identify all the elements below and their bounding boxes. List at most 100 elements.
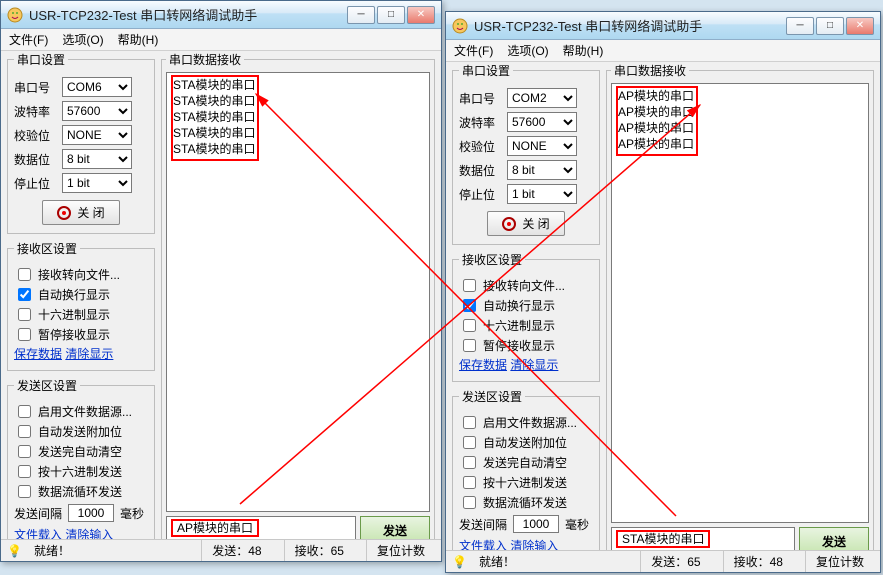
sent-label: 发送： bbox=[651, 553, 687, 570]
send-text: AP模块的串口 bbox=[171, 519, 259, 537]
close-port-button[interactable]: 关 闭 bbox=[42, 200, 119, 225]
maximize-button[interactable]: □ bbox=[816, 17, 844, 35]
menu-help[interactable]: 帮助(H) bbox=[563, 42, 604, 59]
titlebar[interactable]: USR-TCP232-Test 串口转网络调试助手 ─ □ ✕ bbox=[1, 1, 441, 29]
close-button[interactable]: ✕ bbox=[846, 17, 874, 35]
recv-options-group: 接收区设置 接收转向文件... 自动换行显示 十六进制显示 暂停接收显示 保存数… bbox=[452, 251, 600, 382]
window-left: USR-TCP232-Test 串口转网络调试助手 ─ □ ✕ 文件(F) 选项… bbox=[0, 0, 442, 562]
reset-count-link[interactable]: 复位计数 bbox=[377, 542, 425, 559]
enable-file-check[interactable]: 启用文件数据源... bbox=[14, 402, 148, 420]
menu-file[interactable]: 文件(F) bbox=[454, 42, 493, 59]
clear-display-link[interactable]: 清除显示 bbox=[65, 347, 113, 361]
close-port-button[interactable]: 关 闭 bbox=[487, 211, 564, 236]
databits-label: 数据位 bbox=[14, 151, 56, 168]
parity-label: 校验位 bbox=[14, 127, 56, 144]
menu-help[interactable]: 帮助(H) bbox=[118, 31, 159, 48]
menu-options[interactable]: 选项(O) bbox=[62, 31, 103, 48]
hex-send-check[interactable]: 按十六进制发送 bbox=[14, 462, 148, 480]
interval-input[interactable] bbox=[68, 504, 114, 522]
interval-input[interactable] bbox=[513, 515, 559, 533]
hex-display-check[interactable]: 十六进制显示 bbox=[14, 305, 148, 323]
recv-data-legend: 串口数据接收 bbox=[611, 62, 689, 79]
auto-wrap-check[interactable]: 自动换行显示 bbox=[459, 296, 593, 314]
menu-file[interactable]: 文件(F) bbox=[9, 31, 48, 48]
recv-line: AP模块的串口 bbox=[618, 120, 694, 136]
baud-label: 波特率 bbox=[14, 103, 56, 120]
databits-select[interactable]: 8 bit bbox=[62, 149, 132, 169]
clear-display-link[interactable]: 清除显示 bbox=[510, 358, 558, 372]
minimize-button[interactable]: ─ bbox=[786, 17, 814, 35]
serial-settings-group: 串口设置 串口号COM6 波特率57600 校验位NONE 数据位8 bit 停… bbox=[7, 51, 155, 234]
port-label: 串口号 bbox=[459, 90, 501, 107]
recv-count: 48 bbox=[770, 555, 783, 569]
send-options-legend: 发送区设置 bbox=[459, 388, 525, 405]
ms-label: 毫秒 bbox=[565, 516, 589, 533]
recv-data-group: 串口数据接收 STA模块的串口 STA模块的串口 STA模块的串口 STA模块的… bbox=[161, 51, 435, 549]
recv-line: AP模块的串口 bbox=[618, 88, 694, 104]
recv-label: 接收： bbox=[734, 553, 770, 570]
stopbits-label: 停止位 bbox=[459, 186, 501, 203]
recv-textarea[interactable]: STA模块的串口 STA模块的串口 STA模块的串口 STA模块的串口 STA模… bbox=[166, 72, 430, 512]
auto-append-check[interactable]: 自动发送附加位 bbox=[14, 422, 148, 440]
ready-icon: 💡 bbox=[452, 555, 467, 569]
baud-label: 波特率 bbox=[459, 114, 501, 131]
serial-settings-group: 串口设置 串口号COM2 波特率57600 校验位NONE 数据位8 bit 停… bbox=[452, 62, 600, 245]
statusbar: 💡 就绪！ 发送：65 接收：48 复位计数 bbox=[446, 550, 880, 572]
port-select[interactable]: COM6 bbox=[62, 77, 132, 97]
interval-label: 发送间隔 bbox=[459, 516, 507, 533]
pause-display-check[interactable]: 暂停接收显示 bbox=[459, 336, 593, 354]
parity-label: 校验位 bbox=[459, 138, 501, 155]
recv-to-file-check[interactable]: 接收转向文件... bbox=[459, 276, 593, 294]
recv-line: AP模块的串口 bbox=[618, 104, 694, 120]
menu-options[interactable]: 选项(O) bbox=[507, 42, 548, 59]
app-icon bbox=[7, 7, 23, 23]
recv-textarea[interactable]: AP模块的串口 AP模块的串口 AP模块的串口 AP模块的串口 bbox=[611, 83, 869, 523]
window-title: USR-TCP232-Test 串口转网络调试助手 bbox=[29, 5, 257, 24]
recv-options-group: 接收区设置 接收转向文件... 自动换行显示 十六进制显示 暂停接收显示 保存数… bbox=[7, 240, 155, 371]
loop-send-check[interactable]: 数据流循环发送 bbox=[14, 482, 148, 500]
auto-append-check[interactable]: 自动发送附加位 bbox=[459, 433, 593, 451]
close-button[interactable]: ✕ bbox=[407, 6, 435, 24]
recv-data-legend: 串口数据接收 bbox=[166, 51, 244, 68]
hex-display-check[interactable]: 十六进制显示 bbox=[459, 316, 593, 334]
recv-line: AP模块的串口 bbox=[618, 136, 694, 152]
stopbits-select[interactable]: 1 bit bbox=[62, 173, 132, 193]
recv-line: STA模块的串口 bbox=[173, 125, 255, 141]
save-data-link[interactable]: 保存数据 bbox=[14, 347, 62, 361]
save-data-link[interactable]: 保存数据 bbox=[459, 358, 507, 372]
minimize-button[interactable]: ─ bbox=[347, 6, 375, 24]
stopbits-select[interactable]: 1 bit bbox=[507, 184, 577, 204]
record-icon bbox=[57, 206, 71, 220]
send-options-legend: 发送区设置 bbox=[14, 377, 80, 394]
sent-label: 发送： bbox=[212, 542, 248, 559]
clear-after-check[interactable]: 发送完自动清空 bbox=[14, 442, 148, 460]
titlebar[interactable]: USR-TCP232-Test 串口转网络调试助手 ─ □ ✕ bbox=[446, 12, 880, 40]
baud-select[interactable]: 57600 bbox=[62, 101, 132, 121]
send-text: STA模块的串口 bbox=[616, 530, 710, 548]
sent-count: 48 bbox=[248, 544, 261, 558]
window-title: USR-TCP232-Test 串口转网络调试助手 bbox=[474, 16, 702, 35]
ready-icon: 💡 bbox=[7, 544, 22, 558]
recv-to-file-check[interactable]: 接收转向文件... bbox=[14, 265, 148, 283]
reset-count-link[interactable]: 复位计数 bbox=[816, 553, 864, 570]
pause-display-check[interactable]: 暂停接收显示 bbox=[14, 325, 148, 343]
loop-send-check[interactable]: 数据流循环发送 bbox=[459, 493, 593, 511]
clear-after-check[interactable]: 发送完自动清空 bbox=[459, 453, 593, 471]
baud-select[interactable]: 57600 bbox=[507, 112, 577, 132]
port-select[interactable]: COM2 bbox=[507, 88, 577, 108]
enable-file-check[interactable]: 启用文件数据源... bbox=[459, 413, 593, 431]
status-ready: 就绪！ bbox=[479, 553, 515, 570]
auto-wrap-check[interactable]: 自动换行显示 bbox=[14, 285, 148, 303]
window-right: USR-TCP232-Test 串口转网络调试助手 ─ □ ✕ 文件(F) 选项… bbox=[445, 11, 881, 573]
databits-select[interactable]: 8 bit bbox=[507, 160, 577, 180]
maximize-button[interactable]: □ bbox=[377, 6, 405, 24]
hex-send-check[interactable]: 按十六进制发送 bbox=[459, 473, 593, 491]
parity-select[interactable]: NONE bbox=[507, 136, 577, 156]
recv-label: 接收： bbox=[295, 542, 331, 559]
parity-select[interactable]: NONE bbox=[62, 125, 132, 145]
sent-count: 65 bbox=[687, 555, 700, 569]
recv-line: STA模块的串口 bbox=[173, 77, 255, 93]
recv-count: 65 bbox=[331, 544, 344, 558]
databits-label: 数据位 bbox=[459, 162, 501, 179]
status-ready: 就绪！ bbox=[34, 542, 70, 559]
